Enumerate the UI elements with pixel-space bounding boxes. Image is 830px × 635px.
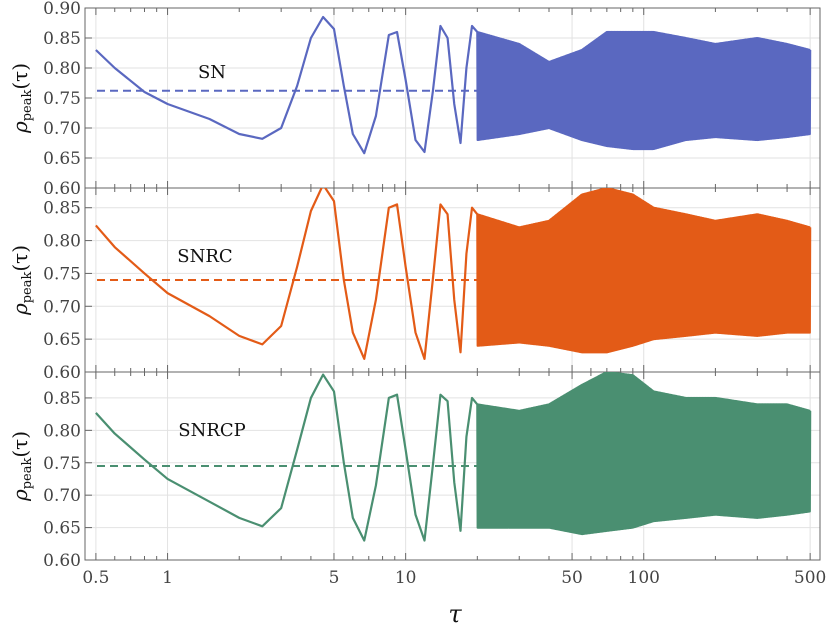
x-tick-label: 500 [794, 568, 826, 588]
y-axis-label-argument: (τ) [8, 245, 32, 272]
panel-frame [84, 371, 821, 561]
y-axis-label-subscript: peak [20, 458, 35, 490]
y-tick-label: 0.85 [43, 389, 81, 409]
y-axis-label: ρpeak(τ) [8, 431, 35, 502]
y-axis-label: ρpeak(τ) [8, 63, 35, 134]
y-tick-label: 0.75 [43, 89, 81, 109]
panel-label: SNRCP [178, 420, 246, 441]
series-line [95, 372, 812, 542]
y-axis-label: ρpeak(τ) [8, 245, 35, 316]
y-tick-label: 0.60 [43, 551, 81, 571]
panel-snrcp: 0.60 0.65 0.70 0.75 0.80 0.85 SNRCP ρpeak(τ) [8, 371, 821, 571]
y-tick-label: 0.75 [43, 264, 81, 284]
y-tick-label: 0.65 [43, 330, 81, 350]
y-axis-label-argument: (τ) [8, 431, 32, 458]
y-tick-label: 0.60 [43, 179, 81, 199]
y-tick-label: 0.80 [43, 232, 81, 252]
y-tick-label: 0.80 [43, 59, 81, 79]
y-tick-label: 0.85 [43, 199, 81, 219]
y-tick-label: 0.70 [43, 119, 81, 139]
x-tick-label: 100 [628, 568, 660, 588]
series-line [95, 15, 812, 155]
y-axis-label-argument: (τ) [8, 63, 32, 90]
y-tick-label: 0.60 [43, 363, 81, 383]
panel-label: SN [198, 62, 226, 83]
y-tick-label: 0.70 [43, 297, 81, 317]
y-tick-label: 0.90 [43, 0, 81, 19]
x-tick-label: 5 [329, 568, 340, 588]
panel-sn: 0.60 0.65 0.70 0.75 0.80 0.85 0.90 SN ρpeak(τ) [8, 0, 821, 199]
x-tick-label: 1 [162, 568, 173, 588]
y-tick-label: 0.80 [43, 421, 81, 441]
y-tick-label: 0.75 [43, 454, 81, 474]
y-tick-label: 0.65 [43, 149, 81, 169]
y-tick-label: 0.85 [43, 29, 81, 49]
y-axis-label-symbol: ρ [8, 121, 32, 134]
series-line [95, 188, 812, 360]
x-tick-label: 10 [395, 568, 417, 588]
y-axis-label-symbol: ρ [8, 489, 32, 502]
y-axis-label-symbol: ρ [8, 303, 32, 316]
y-axis-label-subscript: peak [20, 90, 35, 122]
x-tick-label: 0.5 [82, 568, 109, 588]
y-tick-label: 0.70 [43, 486, 81, 506]
y-tick-label: 0.65 [43, 519, 81, 539]
panel-snrc: 0.60 0.65 0.70 0.75 0.80 0.85 SNRC ρpeak(τ) [8, 187, 821, 383]
panel-label: SNRC [177, 246, 232, 267]
x-tick-label: 50 [561, 568, 583, 588]
x-axis-label: τ [448, 600, 462, 628]
y-axis-label-subscript: peak [20, 272, 35, 304]
